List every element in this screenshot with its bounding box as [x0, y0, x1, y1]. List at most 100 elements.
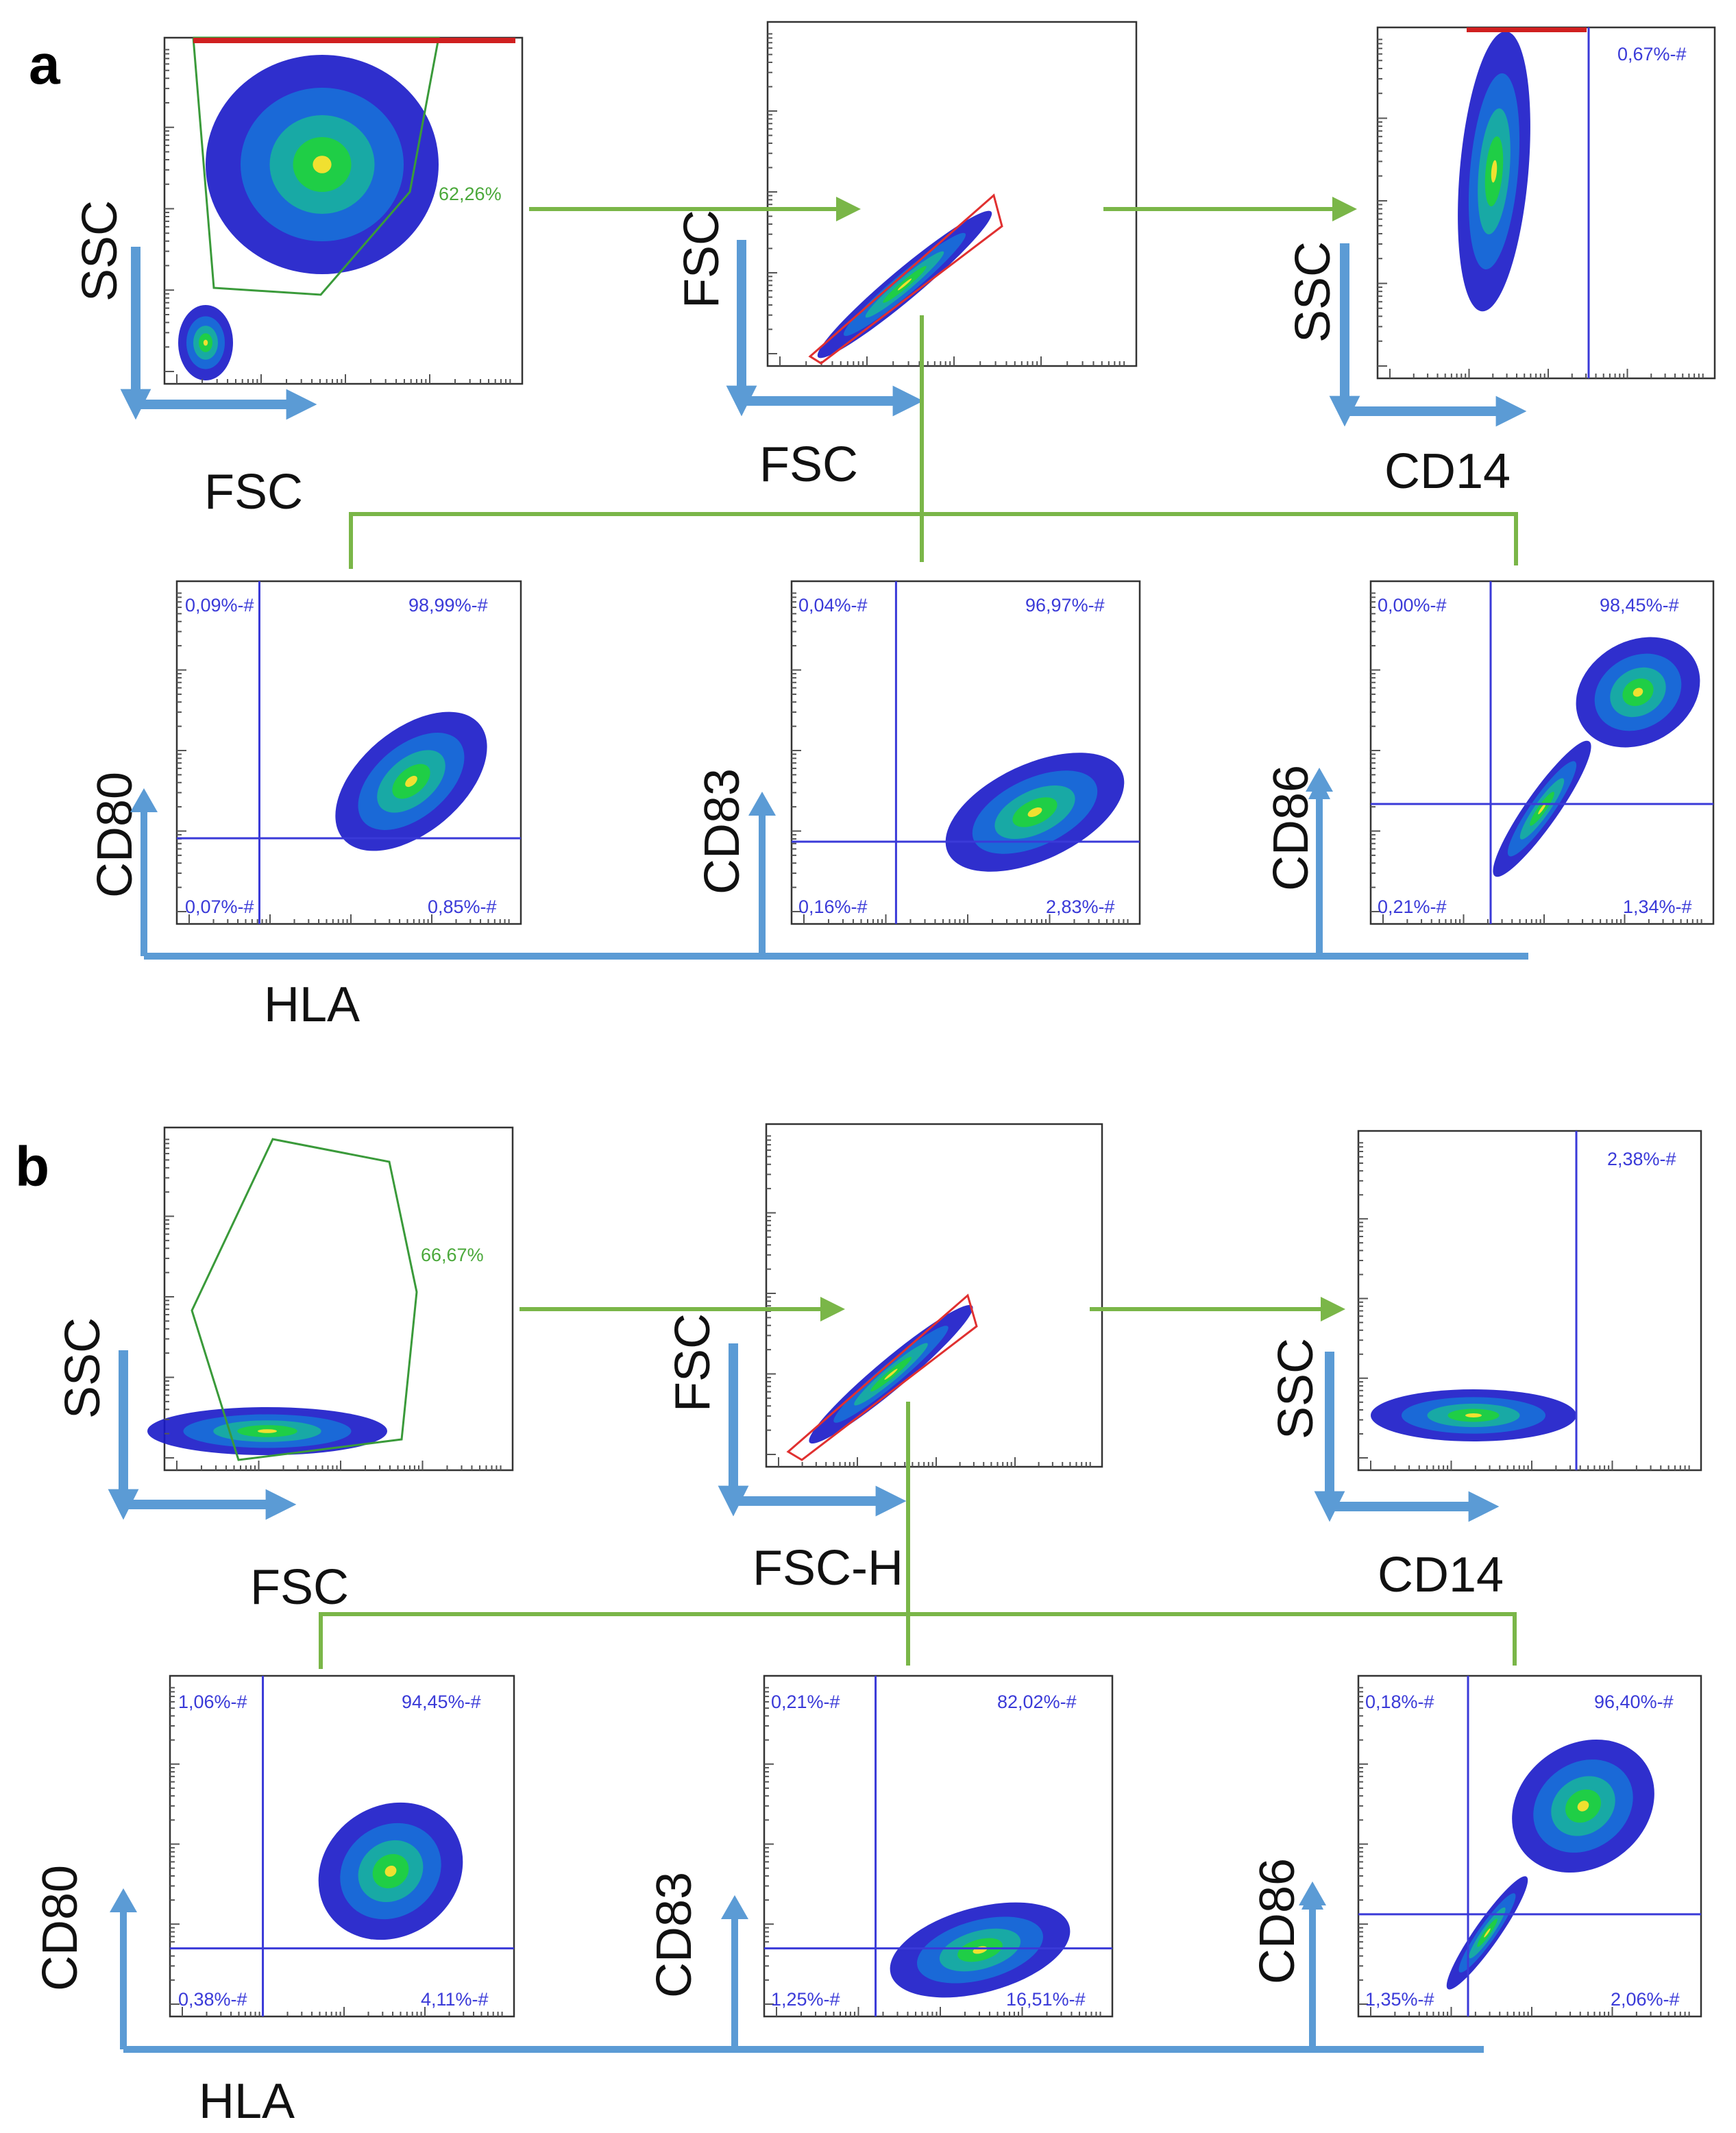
x-axis-label: CD14 [1378, 1548, 1504, 1602]
plot-b-fsc-ssc: 66,67% SSC FSC [56, 1126, 514, 1615]
x-axis-label-hla: HLA [199, 2074, 295, 2129]
plot-b-cd80: 1,06%-# 94,45%-# 0,38%-# 4,11%-# CD80 [33, 1674, 515, 2018]
plot-b-cd83: 0,21%-# 82,02%-# 1,25%-# 16,51%-# CD83 [647, 1674, 1114, 2018]
axis-ticks [768, 33, 1125, 366]
y-axis-label: FSC [665, 1313, 720, 1412]
axis-ticks [792, 592, 1129, 924]
quadrant-ul: 1,06%-# [178, 1692, 247, 1712]
cell-population [884, 1368, 898, 1380]
quadrant-ur: 94,45%-# [402, 1692, 481, 1712]
quadrant-ur: 98,45%-# [1600, 595, 1679, 615]
plot-b-singlets: FSC FSC-H [665, 1123, 1103, 1596]
cell-population [405, 775, 417, 788]
gate-percentage: 0,67%-# [1617, 44, 1687, 64]
quadrant-ul: 0,04%-# [798, 595, 868, 615]
axis-ticks [164, 49, 511, 384]
y-axis-label: CD80 [33, 1865, 88, 1991]
quadrant-ll: 0,16%-# [798, 897, 868, 917]
plot-b-cd86: 0,18%-# 96,40%-# 1,35%-# 2,06%-# CD86 [1250, 1674, 1702, 2018]
plot-b-cd14: 2,38%-# SSC CD14 [1269, 1130, 1702, 1602]
plot-a-cd80: 0,09%-# 98,99%-# 0,07%-# 0,85%-# CD80 [88, 580, 522, 925]
scatter-density [335, 711, 487, 851]
quadrant-ll: 1,25%-# [771, 1989, 840, 2010]
scatter-density [1371, 1389, 1576, 1441]
scatter-density [817, 210, 992, 358]
panel-letter-b: b [15, 1136, 49, 1198]
axis-ticks [1358, 1142, 1690, 1470]
axis-arrow [742, 240, 908, 401]
quadrant-ul: 0,18%-# [1365, 1692, 1434, 1712]
gate-connector [349, 315, 1518, 569]
y-axis-label: CD86 [1250, 1858, 1305, 1984]
quadrant-ul: 0,00%-# [1378, 595, 1447, 615]
singlet-gate [808, 193, 1003, 365]
axis-ticks [1371, 592, 1702, 924]
scatter-density [178, 55, 439, 380]
cell-population [203, 339, 208, 346]
scatter-density [318, 1802, 463, 1940]
quadrant-ll: 1,35%-# [1365, 1989, 1434, 2010]
quadrant-lr: 0,85%-# [428, 897, 497, 917]
y-axis-label: SSC [1269, 1338, 1323, 1439]
cell-population [897, 278, 912, 291]
quadrant-ul: 0,21%-# [771, 1692, 840, 1712]
x-axis-label: FSC-H [753, 1541, 903, 1596]
axis-ticks [164, 1138, 502, 1470]
quadrant-ul: 0,09%-# [185, 595, 254, 615]
quadrant-ll: 0,21%-# [1378, 897, 1447, 917]
axis-ticks [1358, 1687, 1690, 2016]
y-axis-label: FSC [674, 210, 729, 308]
saturation-band [1467, 27, 1587, 32]
cell-population [1027, 807, 1042, 817]
quadrant-lr: 2,83%-# [1046, 897, 1115, 917]
cell-population [1633, 687, 1643, 697]
x-axis-label: FSC [250, 1560, 349, 1615]
gate-percentage: 62,26% [439, 184, 502, 204]
cell-population [1538, 803, 1546, 814]
panel-letter-a: a [29, 34, 61, 96]
plot-a-cd86: 0,00%-# 98,45%-# 0,21%-# 1,34%-# CD86 [1264, 580, 1715, 925]
quadrant-ll: 0,07%-# [185, 897, 254, 917]
axis-arrow [123, 1350, 281, 1504]
axis-ticks [177, 592, 510, 924]
y-axis-label: SSC [73, 200, 127, 302]
singlet-gate [786, 1293, 978, 1461]
plot-a-cd83: 0,04%-# 96,97%-# 0,16%-# 2,83%-# CD83 [695, 580, 1141, 925]
axis-arrow [136, 247, 302, 404]
quadrant-lr: 1,34%-# [1623, 897, 1692, 917]
quadrant-ur: 82,02%-# [997, 1692, 1077, 1712]
axis-ticks [1378, 38, 1704, 378]
cell-population [1577, 1801, 1589, 1812]
scatter-density [1446, 1739, 1654, 1990]
quadrant-lr: 16,51%-# [1006, 1989, 1086, 2010]
gate-percentage: 66,67% [421, 1245, 484, 1265]
x-axis-label-hla: HLA [264, 977, 360, 1032]
quadrant-lr: 2,06%-# [1611, 1989, 1680, 2010]
axis-ticks [766, 1135, 1091, 1467]
y-axis-label: CD80 [88, 772, 143, 898]
cell-population [384, 1865, 397, 1877]
saturation-band [193, 38, 515, 43]
cell-population [1465, 1413, 1482, 1418]
plot-a-cd14: 0,67%-# SSC CD14 [1286, 26, 1716, 499]
axis-arrow [733, 1343, 891, 1501]
scatter-density [809, 1304, 973, 1444]
cell-population [258, 1429, 277, 1433]
quadrant-ur: 98,99%-# [408, 595, 488, 615]
cell-population [1484, 1928, 1491, 1938]
axis-arrow [1345, 243, 1511, 411]
x-axis-label: FSC [204, 465, 303, 520]
plot-a-fsc-ssc: 62,26% SSC FSC [73, 36, 524, 520]
axis-arrow [1330, 1352, 1484, 1507]
quadrant-ur: 96,97%-# [1025, 595, 1105, 615]
quadrant-lr: 4,11%-# [421, 1989, 489, 2010]
quadrant-ur: 96,40%-# [1594, 1692, 1674, 1712]
y-axis-label: CD83 [695, 768, 750, 894]
y-axis-label: CD83 [647, 1872, 702, 1998]
x-axis-label: CD14 [1384, 444, 1511, 499]
y-axis-label: SSC [1286, 241, 1341, 343]
gate-percentage: 2,38%-# [1607, 1149, 1676, 1169]
scatter-density [1458, 31, 1530, 312]
quadrant-ll: 0,38%-# [178, 1989, 247, 2010]
